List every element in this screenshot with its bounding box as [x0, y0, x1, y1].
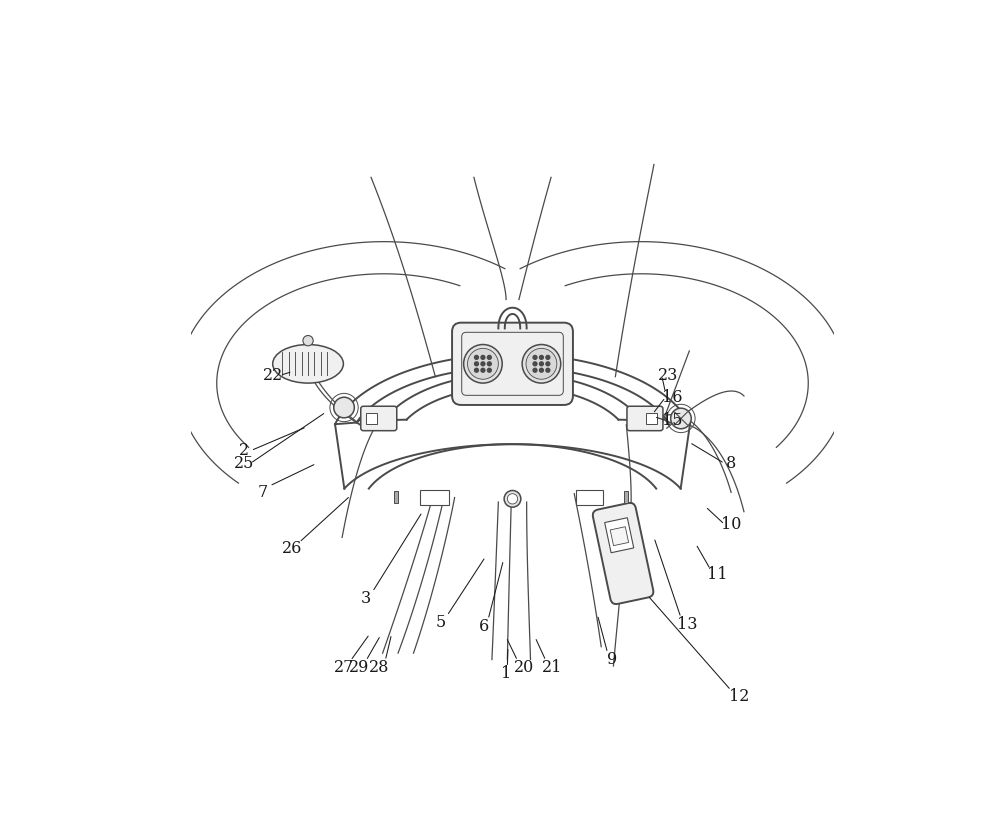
Text: 6: 6 [478, 618, 489, 635]
Circle shape [526, 348, 557, 379]
Text: 3: 3 [361, 590, 371, 607]
Circle shape [481, 356, 485, 359]
Circle shape [533, 356, 537, 359]
Text: 21: 21 [542, 659, 563, 676]
Circle shape [487, 368, 491, 372]
Text: 12: 12 [729, 688, 749, 706]
Circle shape [533, 368, 537, 372]
Text: 20: 20 [514, 659, 534, 676]
FancyBboxPatch shape [420, 490, 449, 505]
Text: 13: 13 [677, 615, 698, 633]
Circle shape [533, 362, 537, 366]
Circle shape [334, 397, 354, 418]
Text: 28: 28 [369, 659, 389, 676]
Circle shape [507, 493, 518, 504]
Circle shape [546, 356, 550, 359]
Circle shape [475, 368, 478, 372]
Circle shape [671, 408, 691, 428]
Circle shape [481, 362, 485, 366]
Bar [624, 491, 628, 503]
Circle shape [504, 490, 521, 507]
Text: 23: 23 [658, 367, 678, 384]
Text: 27: 27 [334, 659, 354, 676]
Text: 7: 7 [258, 484, 268, 501]
Text: 29: 29 [349, 659, 370, 676]
Bar [605, 518, 634, 553]
Circle shape [464, 345, 502, 383]
Circle shape [546, 362, 550, 366]
Bar [394, 491, 398, 503]
FancyBboxPatch shape [576, 490, 603, 505]
Circle shape [481, 368, 485, 372]
Circle shape [303, 336, 313, 346]
Text: 2: 2 [239, 442, 249, 459]
Circle shape [487, 356, 491, 359]
Circle shape [475, 356, 478, 359]
FancyBboxPatch shape [361, 407, 397, 431]
Bar [366, 413, 377, 423]
Text: 22: 22 [263, 367, 283, 384]
FancyBboxPatch shape [452, 322, 573, 405]
Text: 5: 5 [435, 614, 446, 630]
Text: 9: 9 [607, 651, 617, 668]
FancyBboxPatch shape [627, 407, 663, 431]
Text: 15: 15 [662, 412, 682, 429]
Circle shape [546, 368, 550, 372]
Text: 16: 16 [662, 389, 682, 406]
Circle shape [540, 356, 543, 359]
Text: 25: 25 [234, 455, 254, 472]
Text: 10: 10 [721, 516, 741, 533]
Text: 1: 1 [501, 665, 511, 682]
Circle shape [475, 362, 478, 366]
Bar [646, 413, 657, 423]
Circle shape [467, 348, 498, 379]
Circle shape [540, 362, 543, 366]
Circle shape [487, 362, 491, 366]
Circle shape [522, 345, 561, 383]
Circle shape [540, 368, 543, 372]
FancyBboxPatch shape [593, 503, 653, 604]
Text: 26: 26 [282, 540, 303, 558]
Text: 8: 8 [726, 455, 736, 472]
Bar [610, 527, 629, 545]
Ellipse shape [273, 345, 343, 383]
Text: 11: 11 [707, 566, 727, 583]
